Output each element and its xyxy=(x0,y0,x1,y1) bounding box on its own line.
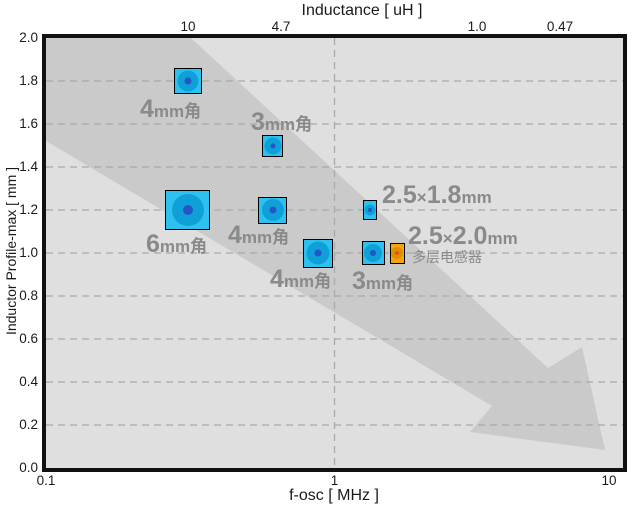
point-label-part: mm xyxy=(487,229,518,248)
inductor-marker xyxy=(303,238,334,268)
plot-area: 4 mm角 3 mm角 6 mm角 4 mm角 4 mm角 3 mm角 2.5 × 1.8 mm 2.5 × 2.0… xyxy=(42,34,627,472)
trend-arrow-and-grid xyxy=(46,38,623,468)
marker-dot-icon xyxy=(368,208,373,212)
point-label: 2.5 × 2.0 mm xyxy=(408,222,518,250)
x-axis-title: f-osc [ MHz ] xyxy=(289,487,379,504)
y-axis-tick: 1.8 xyxy=(19,73,38,88)
y-axis-tick: 1.0 xyxy=(19,245,38,260)
point-label-part: 4 xyxy=(228,221,242,249)
point-label-part: mm角 xyxy=(283,272,332,291)
point-label-part: mm角 xyxy=(153,102,202,121)
point-label: 2.5 × 1.8 mm xyxy=(382,181,492,209)
marker-dot-icon xyxy=(269,206,277,214)
x-axis-ticks: 0.1 1 10 xyxy=(37,473,623,490)
inductor-marker xyxy=(262,134,284,157)
point-label-part: 6 xyxy=(146,230,160,258)
marker-dot-icon xyxy=(314,249,322,257)
point-label-part: 2.5 xyxy=(408,222,443,250)
point-label: 4 mm角 xyxy=(140,95,202,123)
inductor-marker xyxy=(165,190,211,230)
point-label-part: 2.0 xyxy=(452,222,488,250)
x-axis-tick: 10 xyxy=(601,473,617,488)
point-label: 6 mm角 xyxy=(146,230,208,258)
top-axis-title: Inductance [ uH ] xyxy=(301,2,423,19)
point-label-part: 2.5 xyxy=(382,181,417,209)
point-label-part: 4 xyxy=(270,265,284,293)
point-label: 4 mm角 xyxy=(270,265,332,293)
y-axis-tick: 0.4 xyxy=(19,374,38,389)
y-axis-tick: 0.8 xyxy=(19,288,38,303)
marker-dot-icon xyxy=(395,251,400,255)
y-axis-tick: 1.4 xyxy=(19,159,38,174)
marker-dot-icon xyxy=(370,250,377,256)
point-label: 4 mm角 xyxy=(228,221,290,249)
point-label-part: mm角 xyxy=(264,115,313,134)
x-axis-tick: 1 xyxy=(330,473,339,488)
top-axis-tick: 0.47 xyxy=(546,19,574,34)
point-label-part: mm角 xyxy=(365,274,414,293)
point-label-part: × xyxy=(416,188,427,207)
point-label-part: mm xyxy=(461,188,492,207)
point-label-part: mm角 xyxy=(241,228,290,247)
point-label: 3 mm角 xyxy=(251,108,313,136)
top-axis-tick: 4.7 xyxy=(271,19,291,34)
point-label: 多层电感器 xyxy=(412,249,482,265)
y-axis-tick: 2.0 xyxy=(19,30,38,45)
y-axis-tick: 0.0 xyxy=(19,460,38,475)
inductor-marker xyxy=(363,200,378,220)
marker-dot-icon xyxy=(270,143,276,148)
inductor-marker xyxy=(173,68,202,94)
y-axis-tick: 0.2 xyxy=(19,417,38,432)
point-label-part: × xyxy=(442,229,453,248)
inductor-marker xyxy=(361,241,385,265)
inductor-marker xyxy=(389,242,405,264)
top-axis-ticks: 10 4.7 1.0 0.47 xyxy=(46,20,623,36)
point-label-part: 3 xyxy=(251,108,265,136)
x-axis-tick: 0.1 xyxy=(36,473,56,488)
y-axis-ticks: 2.0 1.8 1.6 1.4 1.2 1.0 0.8 0.6 0.4 0.2 0.0 xyxy=(0,30,38,475)
point-label-part: 多层电感器 xyxy=(412,249,482,265)
point-label: 3 mm角 xyxy=(352,267,414,295)
point-label-part: 1.8 xyxy=(426,181,462,209)
point-label-part: 4 xyxy=(140,95,154,123)
top-axis-tick: 10 xyxy=(180,19,196,34)
point-label-part: mm角 xyxy=(159,237,208,256)
inductor-marker xyxy=(258,196,288,224)
y-axis-tick: 1.6 xyxy=(19,116,38,131)
marker-dot-icon xyxy=(184,77,192,85)
top-axis-tick: 1.0 xyxy=(467,19,487,34)
y-axis-tick: 0.6 xyxy=(19,331,38,346)
y-axis-tick: 1.2 xyxy=(19,202,38,217)
marker-dot-icon xyxy=(182,205,193,215)
point-label-part: 3 xyxy=(352,267,366,295)
